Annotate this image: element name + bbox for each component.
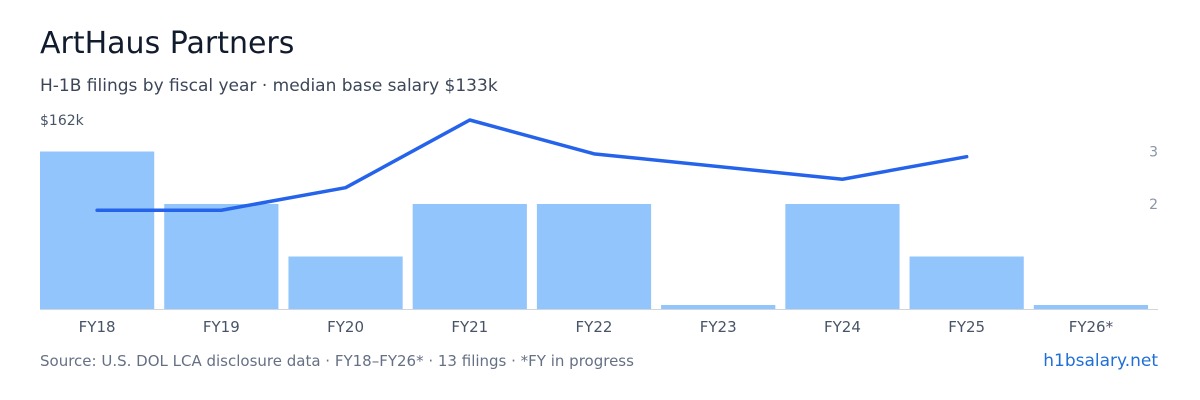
bar-fy21	[412, 204, 527, 309]
x-tick-label: FY18	[79, 318, 116, 336]
x-tick-label: FY20	[327, 318, 364, 336]
bar-fy24	[785, 204, 900, 309]
bar-fy20	[288, 256, 403, 309]
bar-fy22	[536, 204, 652, 309]
x-tick-label: FY22	[576, 318, 613, 336]
bar-fy18	[40, 151, 155, 309]
median-salary-line	[95, 118, 969, 213]
site-link[interactable]: h1bsalary.net	[1043, 351, 1158, 371]
source-note: Source: U.S. DOL LCA disclosure data · F…	[40, 352, 634, 370]
x-tick-label: FY19	[203, 318, 240, 336]
chart-title: ArtHaus Partners	[40, 26, 295, 61]
x-tick-label: FY24	[824, 318, 861, 336]
x-tick-label: FY25	[948, 318, 985, 336]
bar-fy25	[909, 256, 1024, 309]
bar-fy26	[1033, 305, 1148, 309]
bar-fy23	[661, 305, 776, 309]
left-axis-top-label: $162k	[40, 113, 85, 129]
right-axis-tick-label: 3	[1149, 145, 1158, 161]
x-tick-label: FY23	[700, 318, 737, 336]
x-tick-label: FY26*	[1069, 318, 1114, 336]
right-axis-tick-label: 2	[1149, 197, 1158, 213]
chart-subtitle: H-1B filings by fiscal year · median bas…	[40, 76, 498, 96]
bar-fy19	[164, 204, 279, 309]
x-tick-label: FY21	[451, 318, 488, 336]
